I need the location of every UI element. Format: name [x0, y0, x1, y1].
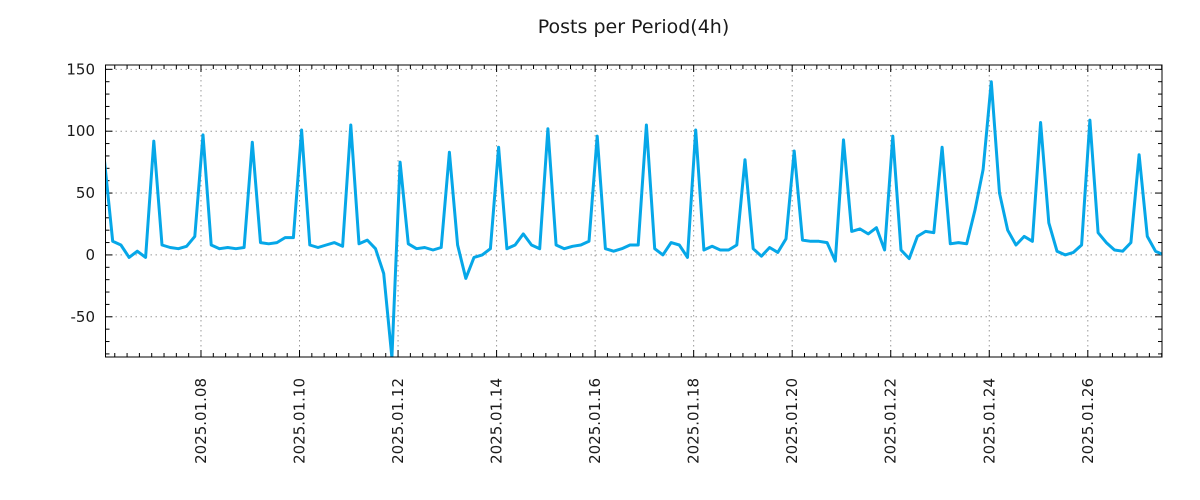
- x-axis-tick-label: 2025.01.12: [389, 378, 407, 464]
- x-axis-tick-label: 2025.01.18: [685, 378, 703, 464]
- y-axis-tick-label: 50: [76, 184, 95, 202]
- y-axis-tick-label: 150: [66, 60, 95, 78]
- y-axis-tick-label: 0: [85, 246, 95, 264]
- x-axis-tick-label: 2025.01.20: [783, 378, 801, 464]
- x-axis-tick-label: 2025.01.24: [980, 378, 998, 464]
- plot-border: [105, 64, 1163, 358]
- x-axis-tick-label: 2025.01.10: [291, 378, 309, 464]
- y-axis-tick-label: 100: [66, 122, 95, 140]
- x-axis-tick-label: 2025.01.22: [882, 378, 900, 464]
- x-axis-tick-label: 2025.01.16: [586, 378, 604, 464]
- x-axis-tick-label: 2025.01.08: [192, 378, 210, 464]
- data-line: [105, 80, 1162, 357]
- y-axis-tick-label: -50: [71, 308, 96, 326]
- x-axis-tick-label: 2025.01.26: [1079, 378, 1097, 464]
- x-axis-tick-label: 2025.01.14: [488, 378, 506, 464]
- chart-title: Posts per Period(4h): [537, 16, 730, 38]
